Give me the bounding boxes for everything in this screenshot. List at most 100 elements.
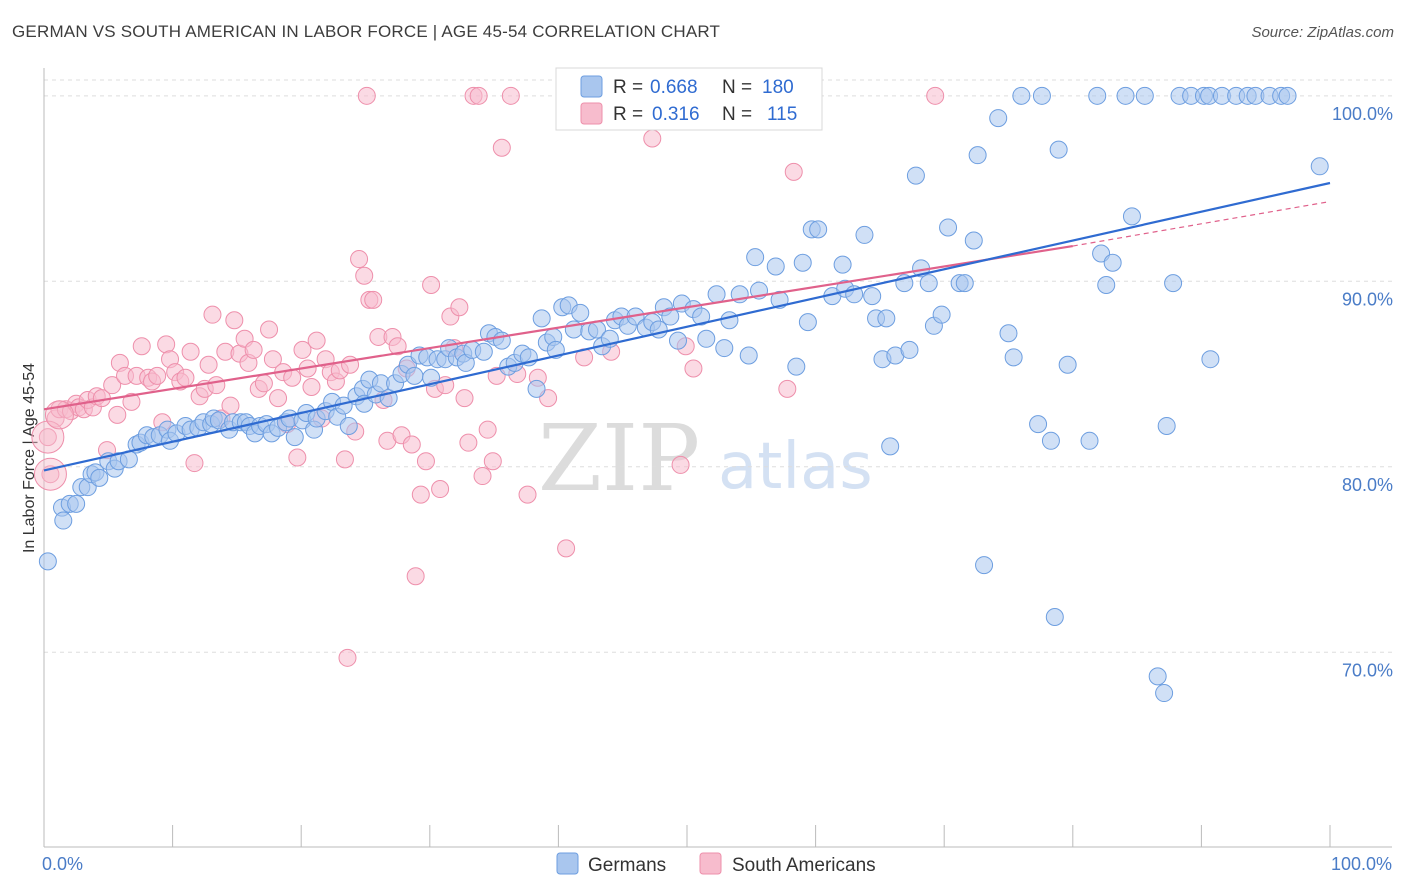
south-american-point [473,467,492,486]
south-american-point [225,311,244,330]
south-american-point [338,648,357,667]
south-american-point [416,452,435,471]
south-american-point [108,405,127,424]
south-american-point [450,298,469,317]
axes [43,68,1392,848]
german-point [975,556,994,575]
german-point [1278,86,1297,105]
x-tick-label-max: 100.0% [1331,854,1392,874]
german-point [1058,355,1077,374]
german-point [1148,667,1167,686]
german-point [863,287,882,306]
correlation-legend: R = 0.668 N = 180 R = 0.316 N = 115 [555,67,823,131]
south-american-point [406,567,425,586]
south-american-point [926,86,945,105]
german-point [1097,276,1116,295]
german-point [1012,86,1031,105]
german-point [798,313,817,332]
south-american-point [364,290,383,309]
south-american-point [288,448,307,467]
legend-sa-r-label: R = [613,104,643,125]
chart-title: GERMAN VS SOUTH AMERICAN IN LABOR FORCE … [12,22,721,41]
y-tick-label: 90.0% [1342,289,1393,309]
watermark-zip: ZIP [538,405,700,512]
german-point [474,342,493,361]
german-point [1088,86,1107,105]
german-point [919,274,938,293]
south-american-point [459,433,478,452]
german-points [38,86,1329,703]
y-axis-tick-labels: 70.0% 80.0% 90.0% 100.0% [1332,104,1393,680]
south-american-trend-extension [1072,200,1331,247]
south-american-point [207,376,226,395]
south-american-point [307,331,326,350]
german-point [900,340,919,359]
south-american-point [350,250,369,269]
series-legend: Germans South Americans [556,852,876,876]
south-american-point [388,337,407,356]
german-point [527,379,546,398]
south-american-point [176,368,195,387]
south-american-point [483,452,502,471]
german-point [90,468,109,487]
bottom-legend-sa-swatch [699,852,722,875]
german-point [1049,140,1068,159]
trend-lines [43,181,1331,472]
german-point [906,166,925,185]
german-point [989,109,1008,128]
german-point [766,257,785,276]
south-american-point [38,428,57,447]
german-point [707,285,726,304]
german-point [1045,608,1064,627]
south-american-point [33,457,67,491]
german-point [1080,431,1099,450]
german-point [809,220,828,239]
south-american-point [422,276,441,295]
german-point [968,146,987,165]
south-american-point [411,485,430,504]
german-point [787,357,806,376]
german-point [1135,86,1154,105]
german-point [1029,415,1048,434]
south-american-point [302,378,321,397]
german-point [932,305,951,324]
south-american-point [478,420,497,439]
south-american-point [778,379,797,398]
german-point [1310,157,1329,176]
south-american-point [122,392,141,411]
german-point [339,416,358,435]
german-point [692,307,711,326]
south-american-point [244,340,263,359]
legend-german-n-value: 180 [762,77,794,98]
south-american-point [335,450,354,469]
south-american-point [402,435,421,454]
german-point [833,255,852,274]
source-attribution: Source: ZipAtlas.com [1251,24,1394,41]
south-american-point [357,86,376,105]
south-american-point [103,376,122,395]
german-point [1164,274,1183,293]
south-american-point [181,342,200,361]
south-american-point [132,337,151,356]
south-american-trend-line [43,244,1073,411]
south-american-point [293,340,312,359]
y-axis-title: In Labor Force | Age 45-54 [21,363,38,553]
german-point [720,311,739,330]
german-point [54,511,73,530]
german-point [532,309,551,328]
x-tick-label-min: 0.0% [42,854,83,874]
german-point [999,324,1018,343]
german-point [571,303,590,322]
legend-german-r-value: 0.668 [650,77,698,98]
south-american-point [221,396,240,415]
south-american-point [199,355,218,374]
legend-german-n-label: N = [722,77,752,98]
german-point [1004,348,1023,367]
german-point [1155,684,1174,703]
german-point [1032,86,1051,105]
south-american-point [784,162,803,181]
german-point [1041,431,1060,450]
german-point [746,248,765,267]
german-point [964,231,983,250]
bottom-legend-german-label: Germans [588,855,666,876]
